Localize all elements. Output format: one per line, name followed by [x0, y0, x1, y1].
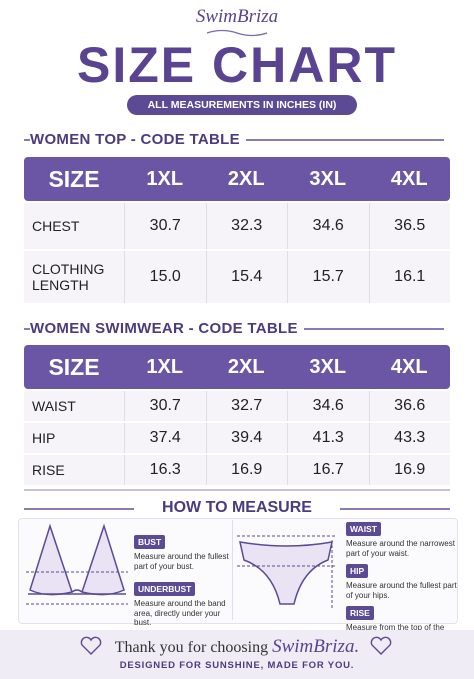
- heart-icon: [80, 636, 102, 655]
- thanks-text: Thank you for choosing: [114, 639, 269, 656]
- value-cell: 43.3: [368, 423, 450, 453]
- row-label: CHEST: [24, 203, 124, 249]
- data-row: WAIST 30.7 32.7 34.6 36.6: [24, 391, 450, 421]
- header-cell: 2XL: [205, 345, 287, 389]
- header-cell: SIZE: [24, 345, 124, 389]
- value-cell: 16.9: [368, 455, 450, 485]
- header-cell: 1XL: [124, 345, 206, 389]
- measure-item: BUST Measure around the fullest part of y…: [134, 532, 230, 571]
- size-table: SIZE 1XL 2XL 3XL 4XL WAIST 30.7 32.7 34.6 36.6 HIP…: [24, 343, 450, 487]
- row-label: CLOTHING LENGTH: [24, 251, 124, 303]
- measure-label: HIP: [346, 564, 369, 579]
- measure-label: RISE: [346, 606, 374, 621]
- value-cell: 16.9: [205, 455, 287, 485]
- measure-text: Measure around the band area, directly u…: [134, 599, 226, 628]
- section-rule: [340, 508, 450, 510]
- value-cell: 30.7: [124, 203, 206, 249]
- footer-brand: SwimBriza.: [272, 636, 360, 657]
- header-cell: 2XL: [205, 157, 287, 201]
- divider: [24, 489, 450, 491]
- header-row: SIZE 1XL 2XL 3XL 4XL: [24, 157, 450, 201]
- title: SIZE CHART: [77, 37, 397, 93]
- measure-text: Measure around the narrowest part of you…: [346, 539, 455, 558]
- data-row: CLOTHING LENGTH 15.0 15.4 15.7 16.1: [24, 251, 450, 303]
- header-cell: 3XL: [287, 345, 369, 389]
- value-cell: 36.5: [368, 203, 450, 249]
- measure-text: Measure around the fullest part of your …: [346, 581, 457, 600]
- brand: SwimBriza: [195, 6, 279, 27]
- value-cell: 36.6: [368, 391, 450, 421]
- bra-illustration: [26, 523, 128, 605]
- section-title: WOMEN TOP - CODE TABLE: [30, 131, 246, 148]
- value-cell: 15.0: [124, 251, 206, 303]
- value-cell: 39.4: [205, 423, 287, 453]
- value-cell: 15.4: [205, 251, 287, 303]
- measure-label: WAIST: [346, 522, 381, 536]
- value-cell: 16.7: [287, 455, 369, 485]
- heart-icon: [370, 636, 392, 655]
- measure-text: Measure around the fullest part of your …: [134, 552, 229, 571]
- measure-label: UNDERBUST: [134, 582, 196, 597]
- value-cell: 32.7: [205, 391, 287, 421]
- data-row: HIP 37.4 39.4 41.3 43.3: [24, 423, 450, 453]
- value-cell: 16.1: [368, 251, 450, 303]
- tagline: DESIGNED FOR SUNSHINE, MADE FOR YOU.: [119, 660, 355, 671]
- value-cell: 37.4: [124, 423, 206, 453]
- measure-item: UNDERBUST Measure around the band area, d…: [134, 579, 230, 628]
- header-cell: 4XL: [368, 157, 450, 201]
- value-cell: 32.3: [205, 203, 287, 249]
- size-table: SIZE 1XL 2XL 3XL 4XL CHEST 30.7 32.3 34.6 36.5 CLO…: [24, 155, 450, 305]
- measure-label: BUST: [134, 535, 166, 549]
- row-label: WAIST: [24, 391, 124, 421]
- measure-item: WAIST Measure around the narrowest part o…: [346, 519, 458, 558]
- bottom-illustration: [232, 520, 337, 620]
- header-cell: SIZE: [24, 157, 124, 201]
- value-cell: 34.6: [287, 203, 369, 249]
- value-cell: 16.3: [124, 455, 206, 485]
- measure-list: BUST Measure around the fullest part of y…: [134, 532, 230, 636]
- section-title: HOW TO MEASURE: [162, 499, 312, 516]
- data-row: CHEST 30.7 32.3 34.6 36.5: [24, 203, 450, 249]
- value-cell: 30.7: [124, 391, 206, 421]
- measure-list: WAIST Measure around the narrowest part o…: [346, 519, 458, 646]
- header-cell: 1XL: [124, 157, 206, 201]
- section-rule: [24, 508, 134, 510]
- thanks-line: Thank you for choosing SwimBriza.: [0, 636, 474, 658]
- value-cell: 41.3: [287, 423, 369, 453]
- subtitle: ALL MEASUREMENTS IN INCHES (IN): [127, 95, 357, 115]
- section-title: WOMEN SWIMWEAR - CODE TABLE: [30, 320, 304, 337]
- data-row: RISE 16.3 16.9 16.7 16.9: [24, 455, 450, 485]
- measure-item: HIP Measure around the fullest part of yo…: [346, 561, 458, 600]
- row-label: RISE: [24, 455, 124, 485]
- row-label: HIP: [24, 423, 124, 453]
- header-row: SIZE 1XL 2XL 3XL 4XL: [24, 345, 450, 389]
- brand-wave: [206, 29, 268, 37]
- footer: [0, 630, 474, 679]
- value-cell: 15.7: [287, 251, 369, 303]
- header-cell: 4XL: [368, 345, 450, 389]
- header-cell: 3XL: [287, 157, 369, 201]
- value-cell: 34.6: [287, 391, 369, 421]
